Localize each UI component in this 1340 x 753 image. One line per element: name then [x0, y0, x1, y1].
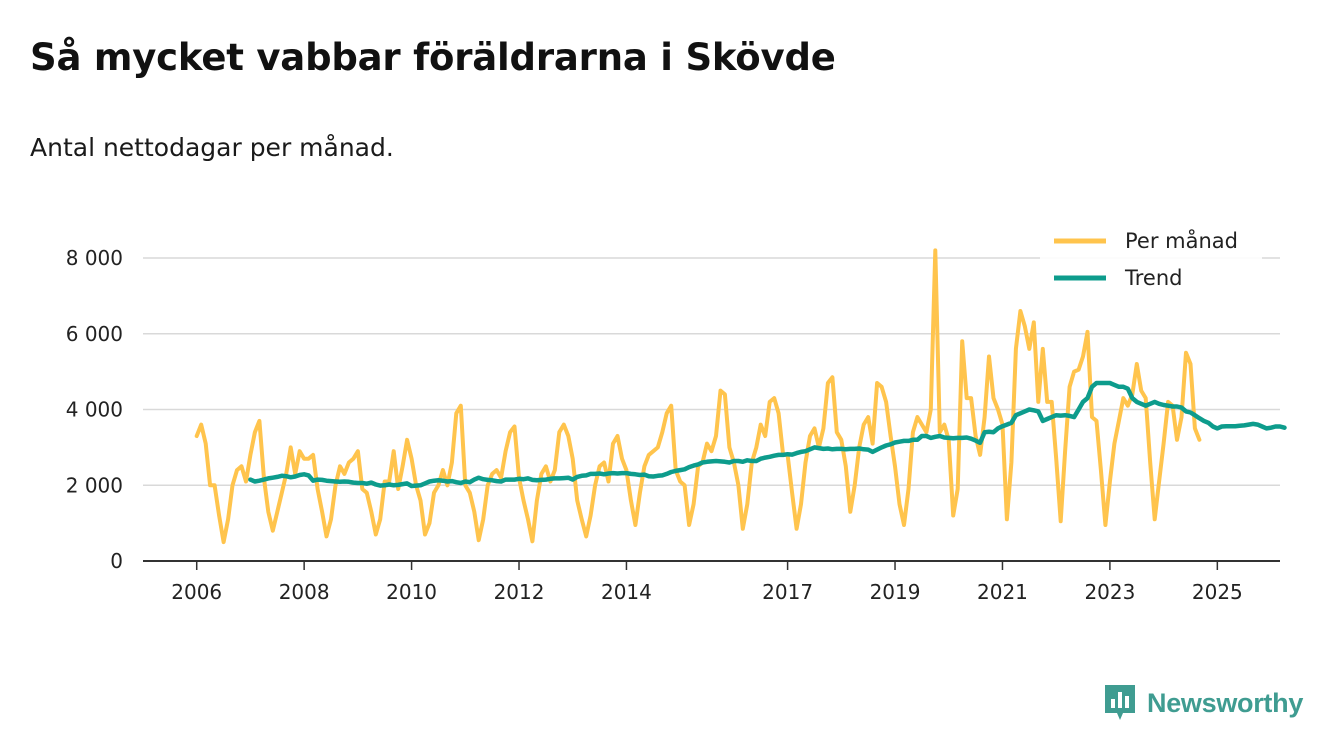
- newsworthy-logo-icon: [1105, 685, 1135, 720]
- chart-title: Så mycket vabbar föräldrarna i Skövde: [30, 36, 836, 79]
- newsworthy-logo[interactable]: Newsworthy: [1103, 683, 1303, 723]
- grid-lines: [143, 257, 1280, 562]
- legend: Per månad Trend: [1040, 222, 1262, 300]
- series-line-trend: [248, 380, 1287, 489]
- x-tick-label: 2025: [1192, 580, 1243, 604]
- x-tick-label: 2021: [977, 580, 1028, 604]
- series-lines: [194, 248, 1287, 545]
- brand-name: Newsworthy: [1147, 687, 1304, 718]
- x-tick-label: 2023: [1084, 580, 1135, 604]
- legend-label: Trend: [1124, 266, 1182, 290]
- x-tick-label: 2008: [279, 580, 330, 604]
- y-tick-label: 0: [110, 549, 123, 573]
- y-axis-ticks: 0 2 000 4 000 6 000 8 000: [66, 246, 123, 573]
- x-tick-label: 2012: [494, 580, 545, 604]
- x-tick-label: 2014: [601, 580, 652, 604]
- legend-background: [1040, 222, 1262, 300]
- x-tick-label: 2010: [386, 580, 437, 604]
- y-tick-label: 8 000: [66, 246, 123, 270]
- legend-label: Per månad: [1125, 228, 1238, 253]
- y-tick-label: 6 000: [66, 322, 123, 346]
- y-tick-label: 4 000: [66, 398, 123, 422]
- x-axis-ticks: 2006 2008 2010 2012 2014 2017 2019 2021 2023 2025: [171, 561, 1243, 604]
- chart-subtitle: Antal nettodagar per månad.: [30, 133, 394, 162]
- x-tick-label: 2017: [762, 580, 813, 604]
- x-tick-label: 2006: [171, 580, 222, 604]
- x-tick-label: 2019: [870, 580, 921, 604]
- y-tick-label: 2 000: [66, 473, 123, 497]
